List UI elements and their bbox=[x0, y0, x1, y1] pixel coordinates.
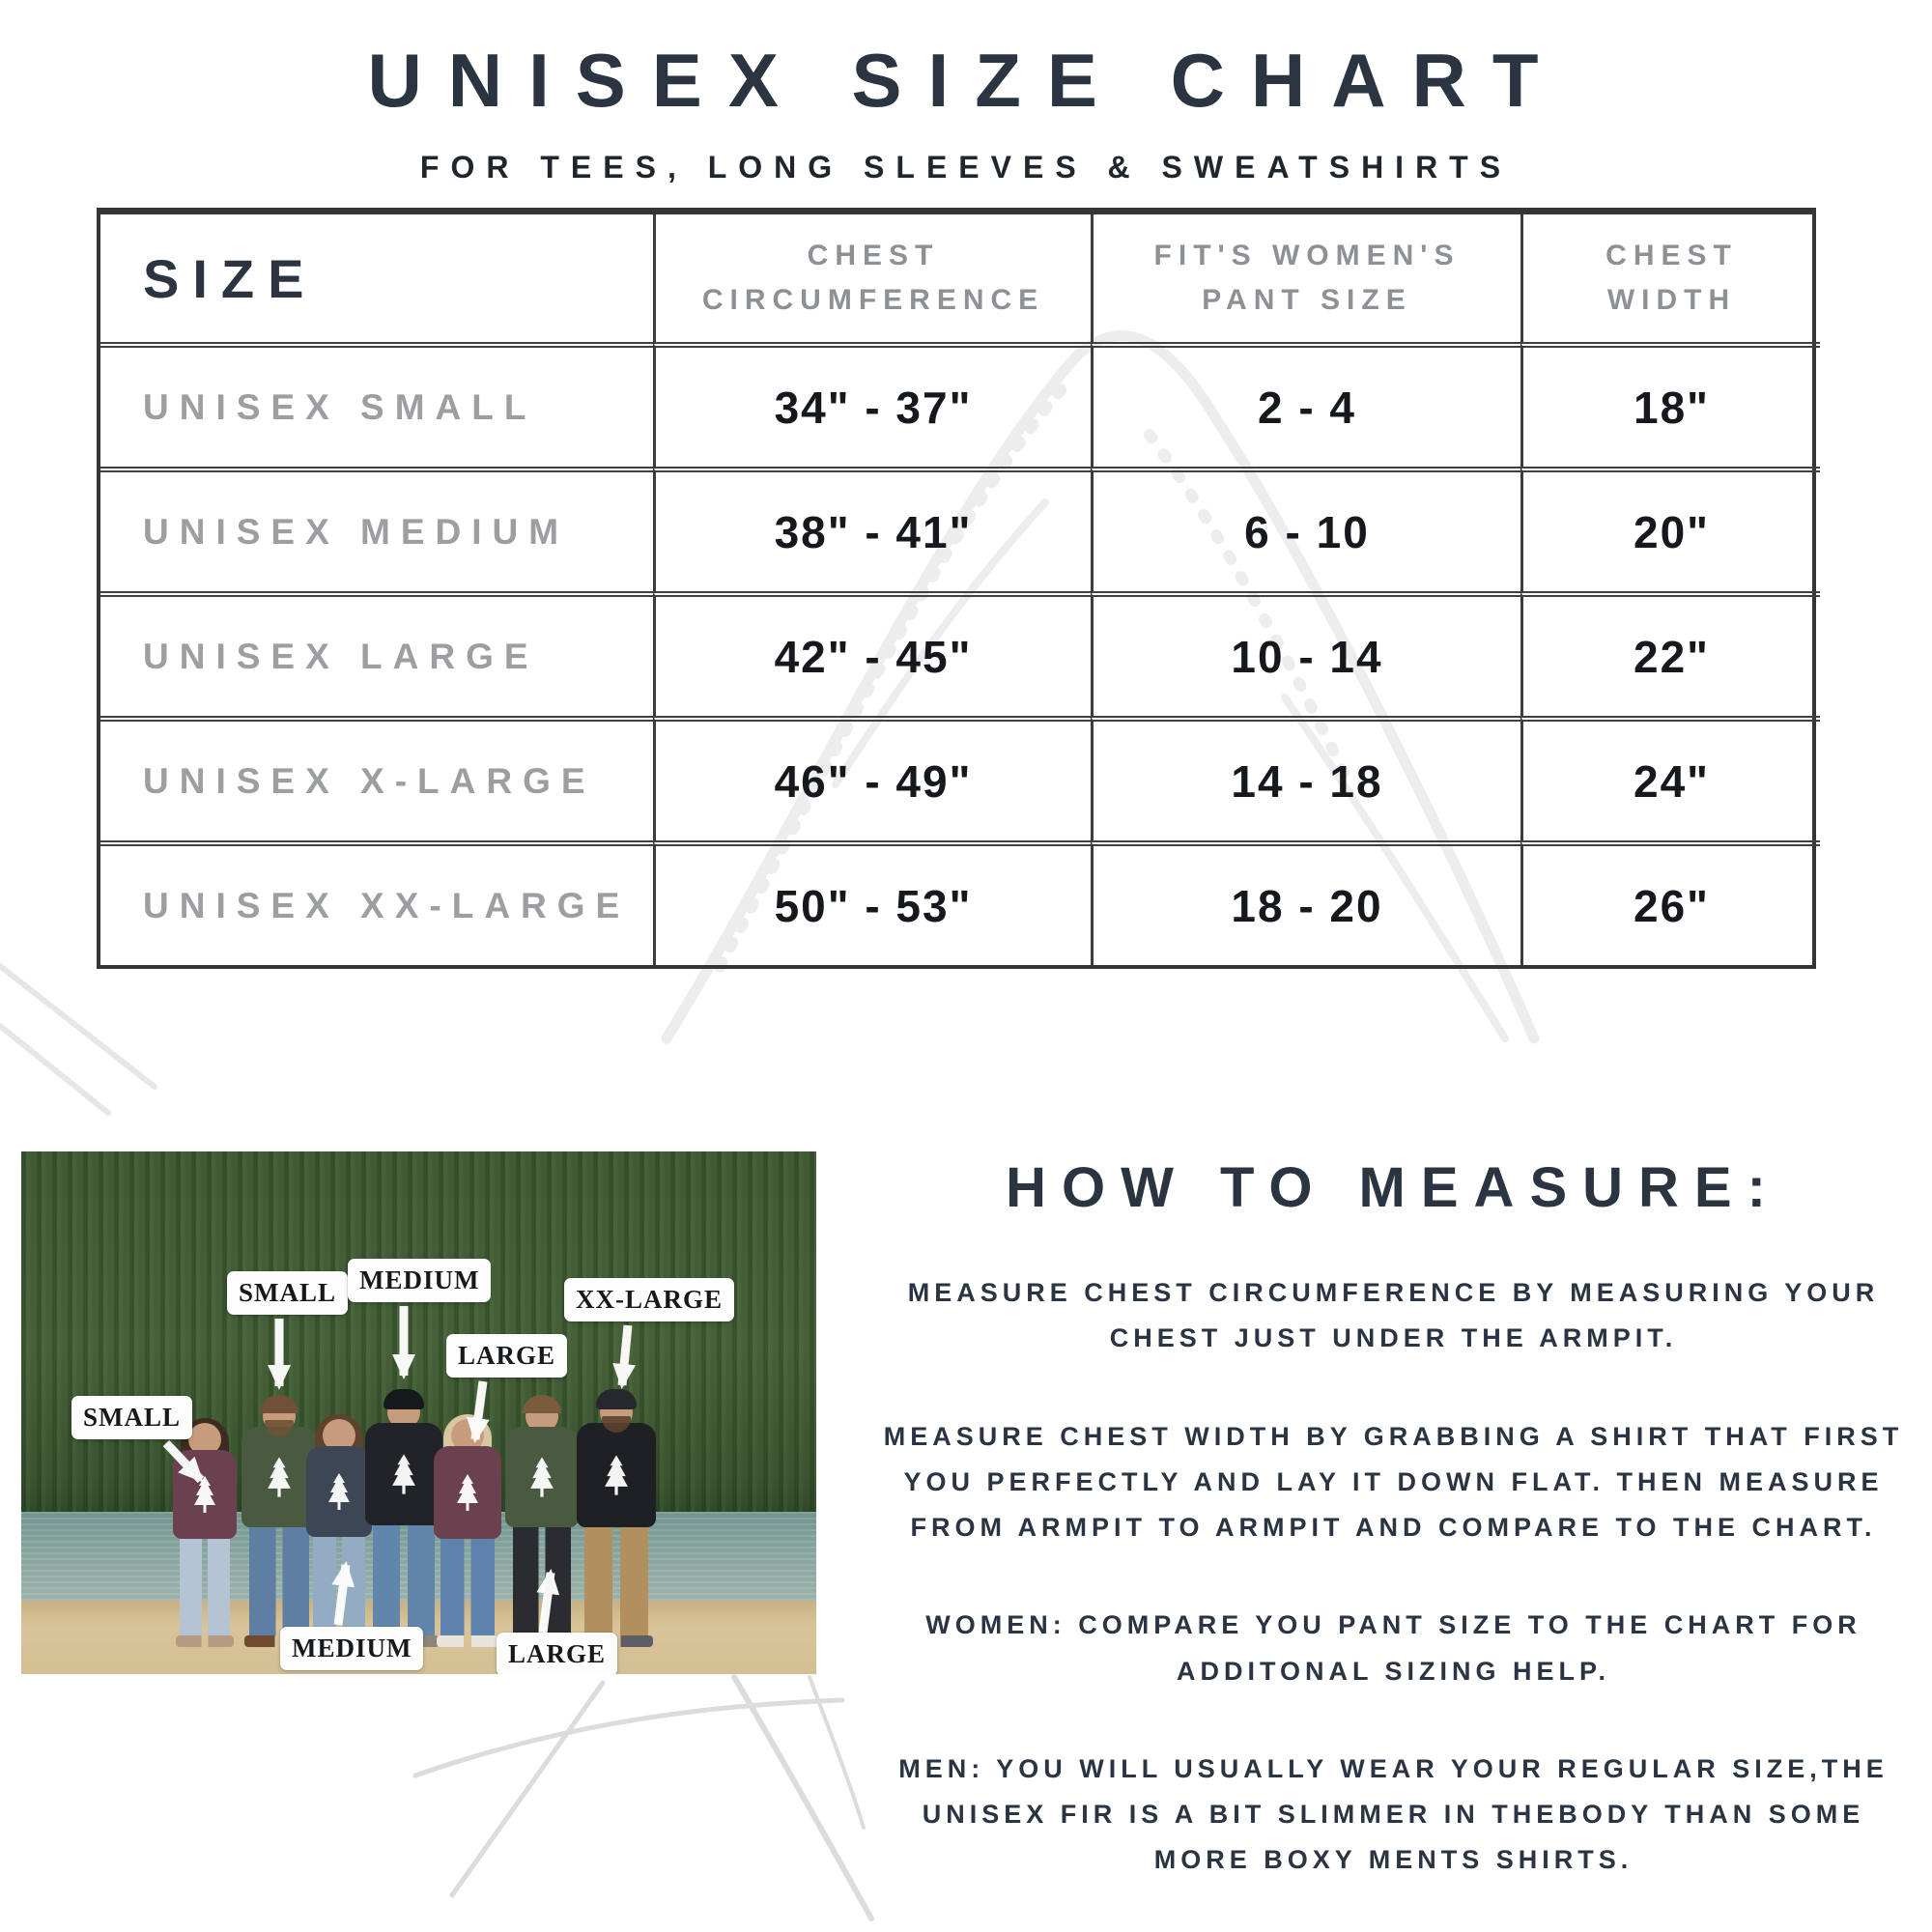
column-header-size: SIZE bbox=[143, 247, 318, 309]
baseball-cap bbox=[384, 1389, 424, 1409]
size-table: SIZE CHEST CIRCUMFERENCE FIT'S WOMEN'S P… bbox=[97, 208, 1820, 969]
jeans bbox=[312, 1537, 366, 1635]
column-header-chest-circumference: CHEST CIRCUMFERENCE bbox=[653, 214, 1091, 342]
pine-tree-logo bbox=[193, 1475, 216, 1514]
size-label-small-left: SMALL bbox=[71, 1396, 193, 1439]
beard bbox=[265, 1420, 294, 1436]
size-label-large-top: LARGE bbox=[446, 1334, 568, 1378]
hair bbox=[260, 1395, 298, 1413]
row-medium-size: UNISEX MEDIUM bbox=[100, 467, 653, 591]
row-large-chest-width: 22" bbox=[1520, 591, 1820, 716]
tshirt bbox=[577, 1423, 656, 1527]
column-header-chest-width: CHEST WIDTH bbox=[1520, 214, 1820, 342]
size-label-medium-bottom: MEDIUM bbox=[280, 1627, 424, 1670]
row-xlarge-pant-size: 14 - 18 bbox=[1091, 716, 1520, 840]
jeans bbox=[248, 1527, 310, 1635]
row-small-chest-circumference: 34" - 37" bbox=[653, 342, 1091, 467]
column-header-womens-pant-size: FIT'S WOMEN'S PANT SIZE bbox=[1091, 214, 1520, 342]
jeans bbox=[179, 1539, 231, 1635]
measure-instruction-chest-width: MEASURE CHEST WIDTH BY GRABBING A SHIRT … bbox=[883, 1421, 1904, 1543]
row-xlarge-chest-width: 24" bbox=[1520, 716, 1820, 840]
measure-instruction-women: WOMEN: COMPARE YOU PANT SIZE TO THE CHAR… bbox=[925, 1610, 1861, 1686]
tshirt bbox=[505, 1427, 579, 1527]
row-large-pant-size: 10 - 14 bbox=[1091, 591, 1520, 716]
row-xxlarge-chest-width: 26" bbox=[1520, 840, 1820, 965]
person-large-woman bbox=[434, 1414, 501, 1647]
row-medium-pant-size: 6 - 10 bbox=[1091, 467, 1520, 591]
row-xlarge-chest-circumference: 46" - 49" bbox=[653, 716, 1091, 840]
how-to-measure-heading: HOW TO MEASURE: bbox=[1006, 1156, 1781, 1219]
row-xxlarge-pant-size: 18 - 20 bbox=[1091, 840, 1520, 965]
tshirt bbox=[365, 1423, 442, 1525]
row-medium-chest-circumference: 38" - 41" bbox=[653, 467, 1091, 591]
page-title: UNISEX SIZE CHART bbox=[367, 38, 1565, 123]
person-medium-woman bbox=[306, 1414, 372, 1647]
row-xxlarge-chest-circumference: 50" - 53" bbox=[653, 840, 1091, 965]
khaki-pants bbox=[584, 1527, 648, 1635]
pine-tree-logo bbox=[391, 1453, 416, 1495]
pants bbox=[512, 1527, 572, 1635]
pine-tree-logo bbox=[456, 1473, 479, 1512]
size-label-medium-top: MEDIUM bbox=[348, 1259, 492, 1302]
group-photo: SMALL SMALL MEDIUM LARGE XX-LARGE MEDIUM… bbox=[21, 1151, 816, 1674]
tshirt bbox=[434, 1446, 501, 1539]
jeans bbox=[440, 1539, 495, 1635]
row-small-size: UNISEX SMALL bbox=[100, 342, 653, 467]
row-large-size: UNISEX LARGE bbox=[100, 591, 653, 716]
tshirt bbox=[173, 1450, 237, 1539]
row-xlarge-size: UNISEX X-LARGE bbox=[100, 716, 653, 840]
size-label-small-top: SMALL bbox=[227, 1271, 349, 1315]
pine-tree-logo bbox=[529, 1456, 554, 1498]
pine-tree-logo bbox=[327, 1472, 351, 1511]
pine-tree-logo bbox=[267, 1456, 292, 1498]
row-xxlarge-size: UNISEX XX-LARGE bbox=[100, 840, 653, 965]
hair bbox=[523, 1395, 561, 1413]
beard bbox=[602, 1416, 631, 1433]
tshirt bbox=[306, 1446, 372, 1537]
measure-instruction-men: MEN: YOU WILL USUALLY WEAR YOUR REGULAR … bbox=[898, 1753, 1889, 1875]
row-medium-chest-width: 20" bbox=[1520, 467, 1820, 591]
tshirt bbox=[242, 1427, 317, 1527]
page-subtitle: FOR TEES, LONG SLEEVES & SWEATSHIRTS bbox=[419, 150, 1513, 185]
shoes bbox=[436, 1635, 499, 1647]
row-large-chest-circumference: 42" - 45" bbox=[653, 591, 1091, 716]
header: UNISEX SIZE CHART FOR TEES, LONG SLEEVES… bbox=[0, 37, 1932, 185]
shoes bbox=[175, 1635, 235, 1647]
person-medium-man bbox=[365, 1389, 442, 1647]
size-label-xxlarge-top: XX-LARGE bbox=[564, 1278, 735, 1321]
pine-tree-logo bbox=[604, 1454, 629, 1496]
baseball-cap bbox=[596, 1389, 637, 1409]
jeans bbox=[373, 1525, 435, 1635]
person-small-woman bbox=[173, 1418, 237, 1647]
row-small-pant-size: 2 - 4 bbox=[1091, 342, 1520, 467]
how-to-measure-section: HOW TO MEASURE: MEASURE CHEST CIRCUMFERE… bbox=[860, 1155, 1927, 1884]
person-large-man bbox=[505, 1395, 579, 1647]
person-xxlarge-man bbox=[577, 1389, 656, 1647]
row-small-chest-width: 18" bbox=[1520, 342, 1820, 467]
measure-instruction-chest-circumference: MEASURE CHEST CIRCUMFERENCE BY MEASURING… bbox=[907, 1278, 1880, 1353]
size-label-large-bottom: LARGE bbox=[497, 1633, 618, 1674]
